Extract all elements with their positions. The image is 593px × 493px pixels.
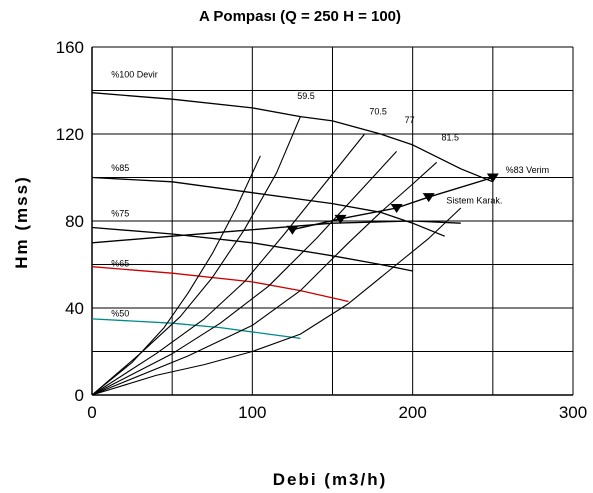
operating-point-marker <box>390 203 403 213</box>
series-line-11 <box>91 116 301 396</box>
x-tick-label: 200 <box>398 403 426 422</box>
y-tick-label: 80 <box>65 212 84 231</box>
annotation-label: %65 <box>111 259 129 269</box>
y-tick-label: 0 <box>75 386 84 405</box>
series-line-8 <box>91 161 438 396</box>
annotation-label: 77 <box>405 115 415 125</box>
x-tick-label: 100 <box>238 403 266 422</box>
x-axis-label: Debi (m3/h) <box>273 470 388 489</box>
series-group <box>91 92 494 396</box>
x-tick-label: 0 <box>87 403 96 422</box>
y-tick-label: 160 <box>56 38 84 57</box>
y-tick-label: 120 <box>56 125 84 144</box>
series-line-3 <box>91 266 349 303</box>
y-tick-label: 40 <box>65 299 84 318</box>
operating-point-marker <box>286 225 299 235</box>
ticks-group: 0 100 200 300 0 40 80 120 160 <box>56 38 588 422</box>
operating-point-marker <box>422 193 435 203</box>
annotation-label: %50 <box>111 309 129 319</box>
annotation-label: 70.5 <box>369 106 387 116</box>
series-line-4 <box>91 318 301 340</box>
series-line-9 <box>91 151 398 396</box>
series-line-2 <box>91 226 413 272</box>
annotations-group: %100 Devir 59.5 70.5 77 81.5 %83 Verim Sistem … <box>111 69 549 318</box>
annotation-label: %83 Verim <box>506 165 550 175</box>
chart-title: A Pompası (Q = 250 H = 100) <box>199 8 401 25</box>
series-line-7 <box>91 207 462 396</box>
annotation-label: %100 Devir <box>111 69 158 79</box>
series-line-10 <box>91 133 366 396</box>
series-line-1 <box>91 176 445 237</box>
annotation-label: %75 <box>111 209 129 219</box>
series-line-12 <box>91 155 261 396</box>
markers-group <box>286 173 499 235</box>
annotation-label: %85 <box>111 163 129 173</box>
operating-point-marker <box>334 214 347 224</box>
x-tick-label: 300 <box>559 403 587 422</box>
series-line-0 <box>91 92 494 183</box>
annotation-label: Sistem Karak. <box>446 196 502 206</box>
operating-point-marker <box>486 173 499 183</box>
y-axis-label: Hm (mss) <box>12 175 31 268</box>
annotation-label: 59.5 <box>297 91 315 101</box>
annotation-label: 81.5 <box>442 133 460 143</box>
